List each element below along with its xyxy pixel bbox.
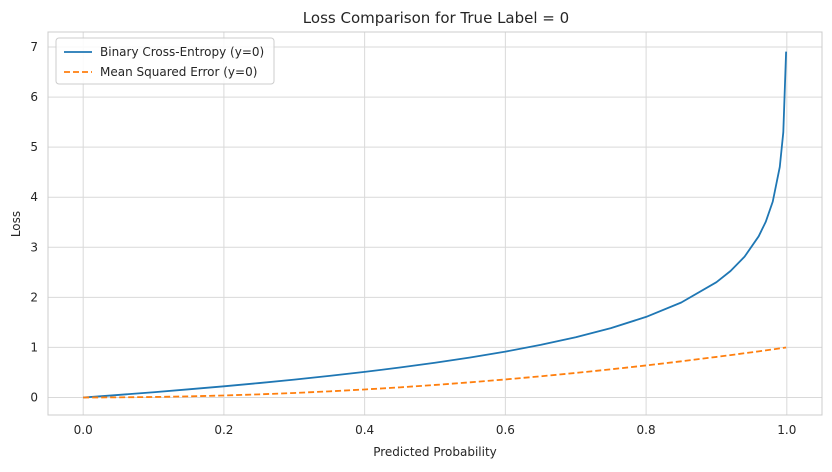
x-tick-label: 0.4 (355, 423, 374, 437)
x-tick-label: 1.0 (777, 423, 796, 437)
x-tick-label: 0.0 (74, 423, 93, 437)
series-line-1 (83, 51, 788, 399)
chart-title: Loss Comparison for True Label = 0 (303, 9, 569, 27)
y-tick-label: 3 (30, 240, 38, 254)
y-tick-label: 2 (30, 290, 38, 304)
y-tick-label: 7 (30, 40, 38, 54)
x-axis-label: Predicted Probability (373, 445, 497, 459)
y-tick-label: 1 (30, 340, 38, 354)
plot-frame (47, 31, 823, 416)
x-tick-label: 0.2 (214, 423, 233, 437)
x-tick-label: 0.8 (637, 423, 656, 437)
legend-label-2: Mean Squared Error (y=0) (100, 65, 257, 79)
plot-area: 0.0 0.2 0.4 0.6 0.8 1.0 0 1 2 3 4 5 6 7 Binary Cross-E… (30, 31, 823, 437)
x-tick-label: 0.6 (496, 423, 515, 437)
y-tick-label: 4 (30, 190, 38, 204)
y-tick-label: 6 (30, 90, 38, 104)
legend-label-1: Binary Cross-Entropy (y=0) (100, 45, 264, 59)
y-tick-label: 0 (30, 390, 38, 404)
plot-background (48, 32, 822, 415)
y-tick-label: 5 (30, 140, 38, 154)
legend-box (55, 37, 275, 85)
y-axis-label: Loss (9, 211, 23, 237)
